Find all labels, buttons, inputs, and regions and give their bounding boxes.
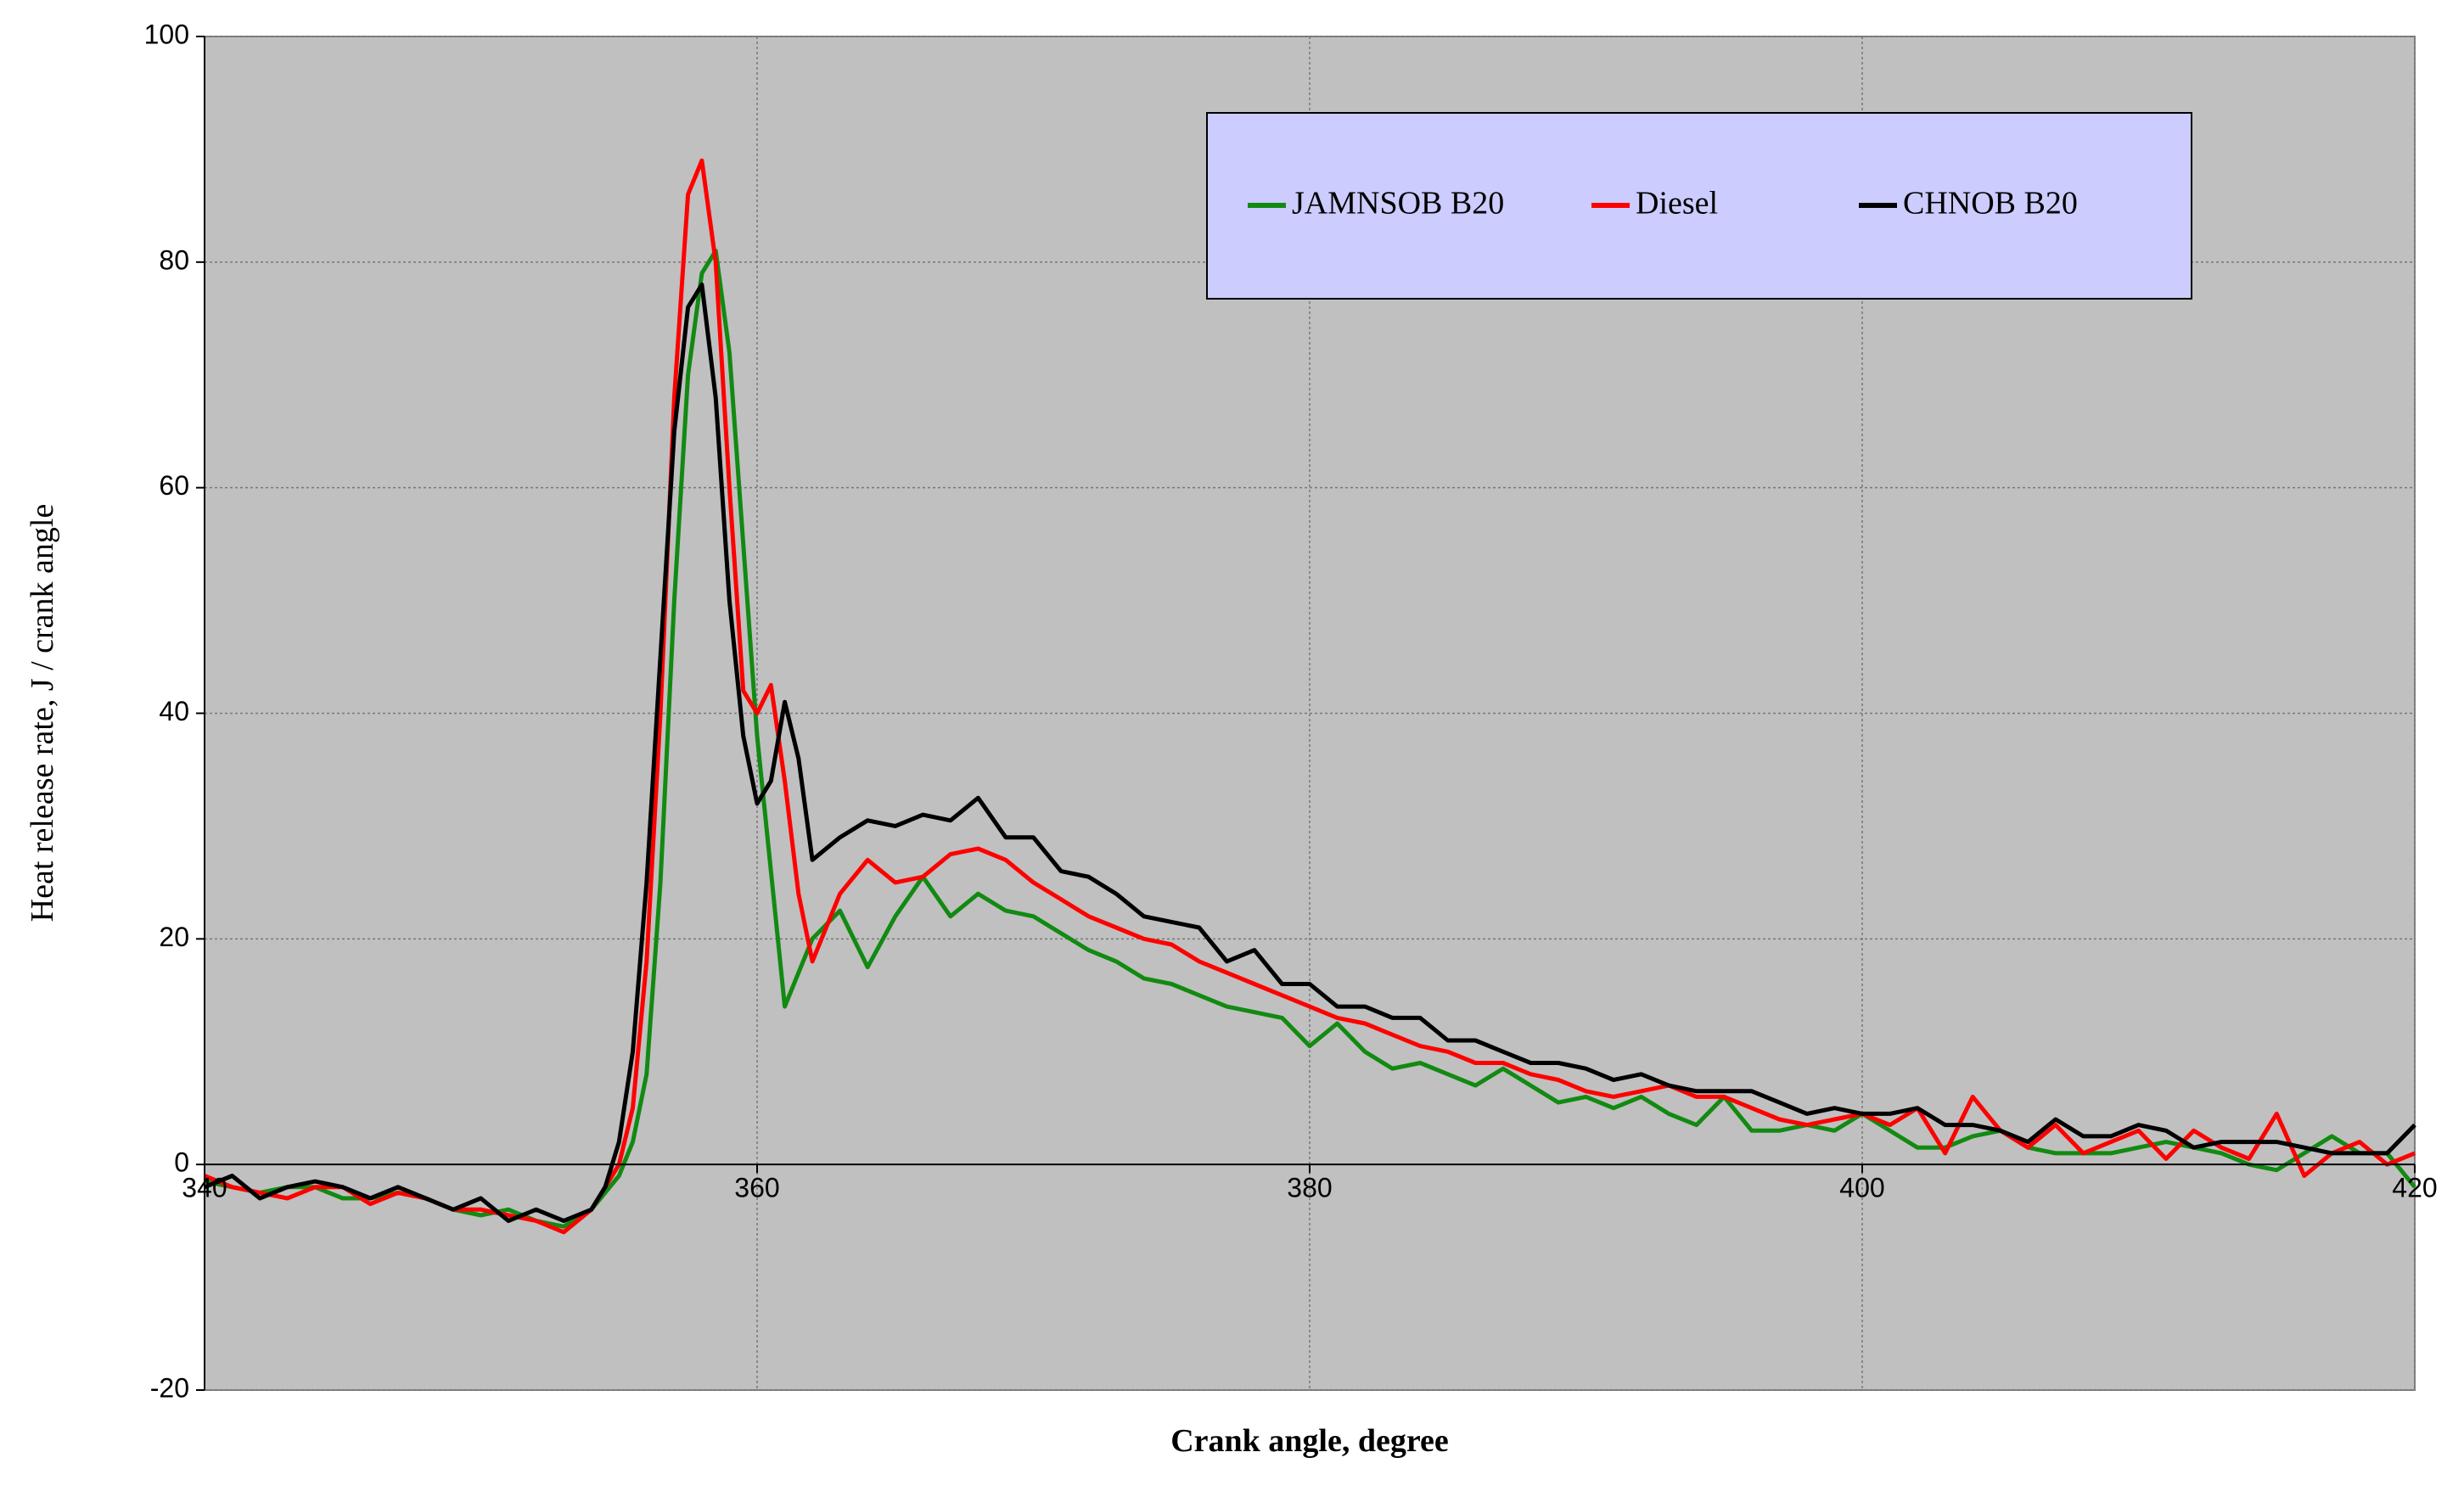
y-axis-title: Heat release rate, J / crank angle xyxy=(25,504,60,922)
x-tick-label: 360 xyxy=(734,1173,779,1203)
legend-label: JAMNSOB B20 xyxy=(1292,186,1504,221)
x-tick-label: 380 xyxy=(1287,1173,1332,1203)
series-line xyxy=(204,282,2416,1224)
y-tick-label: 40 xyxy=(159,696,189,726)
y-tick-label: 60 xyxy=(159,470,189,501)
legend-box xyxy=(1206,112,2192,300)
x-tick-label: 400 xyxy=(1839,1173,1884,1203)
legend: JAMNSOB B20 Diesel CHNOB B20 xyxy=(1206,112,2192,300)
y-tick-label: 0 xyxy=(174,1147,189,1178)
legend-label: Diesel xyxy=(1636,186,1718,221)
x-axis-title: Crank angle, degree xyxy=(1170,1423,1449,1459)
lines xyxy=(204,158,2416,1235)
y-tick-label: 20 xyxy=(159,922,189,952)
y-tick-label: -20 xyxy=(150,1372,189,1403)
x-tick-label: 420 xyxy=(2392,1173,2437,1203)
y-tick-label: 100 xyxy=(144,19,189,49)
legend-label: CHNOB B20 xyxy=(1903,186,2078,221)
y-tick-label: 80 xyxy=(159,244,189,275)
